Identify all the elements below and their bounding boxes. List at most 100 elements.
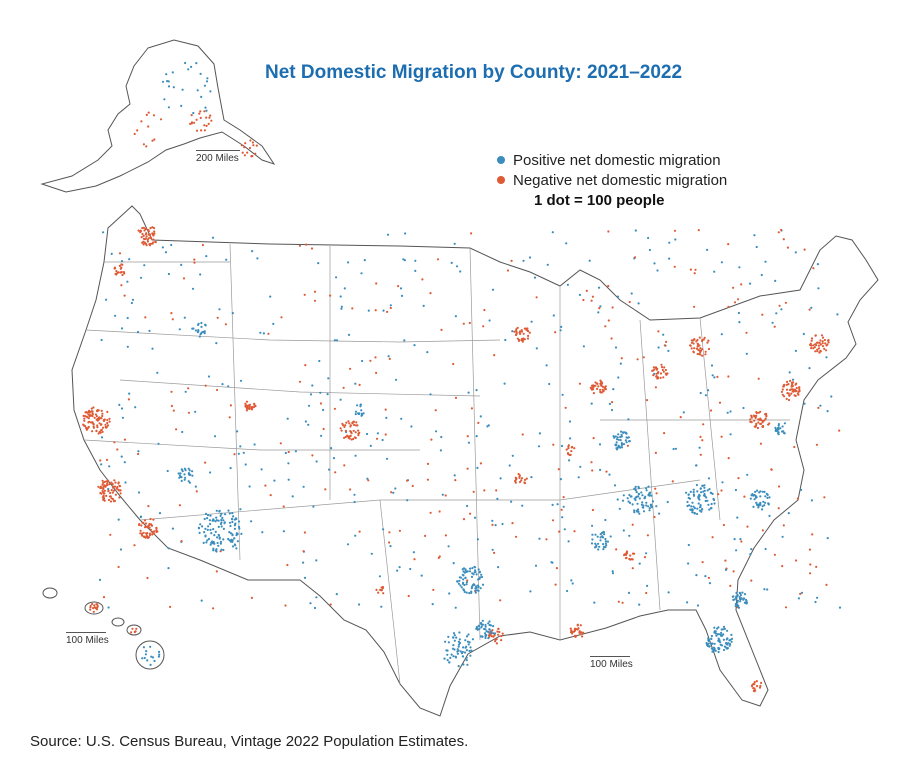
migration-dot	[120, 266, 123, 269]
migration-dot	[244, 402, 247, 405]
migration-dot	[216, 388, 219, 392]
migration-dot	[429, 393, 432, 396]
migration-dot	[237, 525, 241, 529]
migration-dot	[172, 86, 175, 89]
migration-dot	[788, 371, 791, 374]
migration-dot	[556, 503, 559, 506]
migration-dot	[535, 347, 538, 350]
migration-dot	[169, 605, 172, 609]
migration-dot	[825, 583, 828, 587]
migration-dot	[251, 406, 254, 409]
migration-dot	[703, 336, 706, 339]
migration-dot	[707, 576, 711, 580]
migration-dot	[358, 383, 361, 386]
migration-dot	[633, 552, 636, 555]
migration-dot	[551, 231, 554, 234]
migration-dot	[687, 562, 690, 565]
migration-dot	[743, 495, 746, 498]
migration-dot	[465, 656, 468, 659]
migration-dot	[243, 146, 246, 149]
migration-dot	[457, 645, 460, 648]
migration-dot	[477, 568, 480, 571]
migration-dot	[360, 412, 363, 415]
migration-dot	[703, 484, 706, 487]
migration-dot	[578, 631, 581, 634]
migration-dot	[492, 625, 495, 628]
migration-dot	[763, 504, 766, 507]
migration-dot	[725, 638, 728, 641]
migration-dot	[231, 312, 234, 315]
migration-dot	[229, 532, 232, 535]
migration-dot	[615, 443, 618, 446]
migration-dot	[377, 591, 380, 594]
migration-dot	[305, 243, 308, 246]
migration-dot	[397, 285, 400, 288]
migration-dot	[802, 332, 805, 336]
migration-dot	[114, 314, 117, 317]
migration-dot	[353, 500, 356, 504]
migration-dot	[785, 383, 788, 386]
migration-dot	[627, 418, 630, 421]
migration-dot	[191, 327, 194, 330]
migration-dot	[794, 349, 798, 352]
migration-dot	[116, 448, 119, 451]
migration-dot	[182, 277, 186, 280]
migration-dot	[483, 308, 486, 312]
migration-dot	[631, 503, 634, 506]
migration-dot	[599, 379, 602, 382]
migration-dot	[816, 341, 819, 344]
migration-dot	[231, 534, 234, 537]
migration-dot	[488, 319, 491, 322]
migration-dot	[783, 432, 786, 435]
migration-dot	[348, 422, 351, 425]
migration-dot	[454, 479, 457, 482]
migration-dot	[530, 320, 533, 323]
migration-dot	[457, 582, 460, 585]
migration-dot	[93, 606, 96, 609]
migration-dot	[342, 386, 345, 389]
migration-dot	[551, 561, 554, 564]
migration-dot	[690, 341, 694, 344]
migration-dot	[212, 547, 215, 550]
migration-dot	[710, 637, 713, 640]
migration-dot	[111, 491, 114, 494]
migration-dot	[490, 630, 493, 633]
migration-dot	[816, 348, 819, 351]
migration-dot	[367, 479, 370, 482]
migration-dot	[792, 381, 795, 384]
migration-dot	[576, 623, 579, 626]
migration-dot	[304, 420, 307, 423]
migration-dot	[713, 270, 716, 273]
migration-dot	[511, 522, 514, 525]
migration-dot	[816, 350, 819, 353]
migration-dot	[761, 425, 765, 428]
migration-dot	[262, 332, 265, 335]
migration-dot	[720, 628, 723, 631]
migration-dot	[704, 353, 707, 356]
migration-dot	[813, 346, 817, 349]
migration-dot	[695, 464, 698, 467]
migration-dot	[102, 481, 105, 484]
migration-dot	[217, 519, 220, 522]
migration-dot	[207, 122, 210, 125]
migration-dot	[491, 548, 494, 551]
migration-dot	[195, 490, 198, 493]
migration-dot	[692, 491, 695, 494]
migration-dot	[370, 552, 373, 555]
migration-dot	[732, 570, 735, 573]
migration-dot	[138, 523, 141, 526]
migration-dot	[699, 351, 702, 354]
migration-dot	[153, 230, 156, 233]
migration-dot	[440, 435, 443, 439]
migration-dot	[506, 269, 510, 272]
migration-dot	[651, 500, 655, 503]
migration-dot	[343, 287, 346, 290]
migration-dot	[135, 627, 138, 630]
migration-dot	[198, 112, 201, 115]
migration-dot	[116, 486, 119, 489]
migration-dot	[636, 502, 639, 505]
migration-dot	[123, 461, 126, 464]
migration-dot	[462, 646, 465, 649]
migration-dot	[208, 116, 211, 119]
migration-dot	[735, 596, 738, 599]
